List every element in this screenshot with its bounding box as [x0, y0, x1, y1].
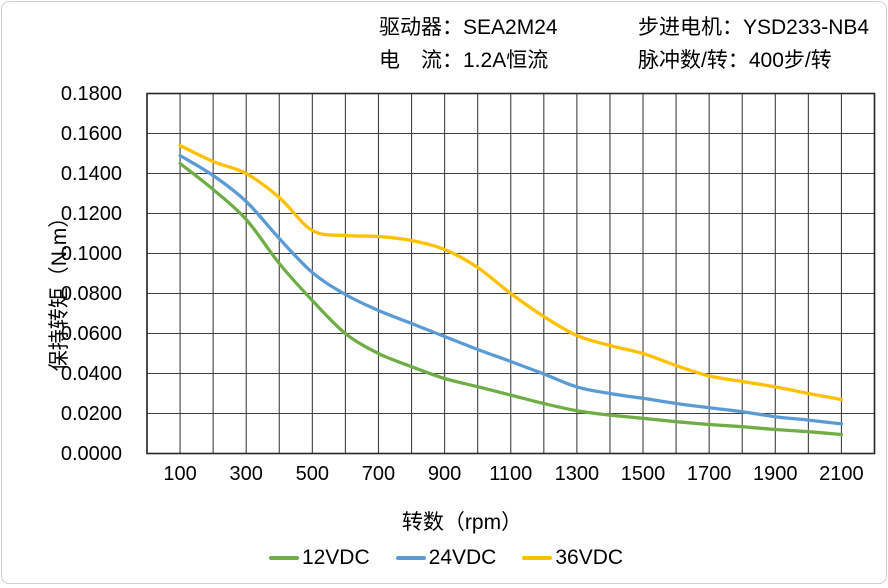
y-tick-label: 0.0400: [60, 362, 122, 385]
y-tick-label: 0.0200: [60, 402, 122, 425]
series-line-24vdc: [178, 153, 844, 426]
x-tick-label: 900: [427, 463, 462, 485]
x-tick-label: 1100: [489, 463, 533, 485]
y-tick-label: 0.1400: [60, 162, 122, 185]
legend-item-12vdc: 12VDC: [268, 546, 370, 570]
series-line-36vdc: [178, 143, 844, 402]
x-tick-label: 1700: [686, 463, 732, 485]
x-tick-label: 700: [361, 463, 396, 485]
y-tick-label: 0.1000: [60, 242, 122, 265]
legend-label: 36VDC: [555, 546, 624, 569]
legend-item-24vdc: 24VDC: [395, 546, 497, 570]
x-tick-label: 1500: [620, 463, 666, 485]
grid-lines: [146, 92, 876, 455]
x-tick-label: 300: [229, 463, 263, 485]
y-tick-label: 0.1600: [60, 122, 122, 145]
series-line-12vdc: [178, 161, 844, 437]
y-tick-label: 0.1800: [60, 82, 122, 105]
x-tick-label: 2100: [819, 463, 864, 485]
legend-swatch-24vdc: [395, 556, 426, 560]
x-tick-label: 1900: [753, 463, 798, 485]
y-axis-title: 保持转矩（N.m）: [48, 206, 71, 372]
y-tick-label: 0.1200: [60, 202, 122, 225]
y-tick-label: 0.0000: [60, 442, 122, 465]
plot-border: [146, 92, 876, 455]
legend-item-36vdc: 36VDC: [522, 546, 623, 570]
legend-swatch-36vdc: [522, 556, 553, 560]
current-info: 电 流：1.2A恒流: [379, 49, 549, 72]
legend: 12VDC 24VDC 36VDC: [2, 546, 888, 570]
driver-info: 驱动器：SEA2M24: [379, 16, 558, 39]
pulses-info: 脉冲数/转：400步/转: [638, 49, 832, 72]
legend-swatch-12vdc: [268, 556, 299, 560]
legend-label: 12VDC: [301, 546, 370, 569]
y-tick-label: 0.0600: [60, 322, 122, 345]
y-tick-label: 0.0800: [60, 282, 122, 305]
motor-info: 步进电机：YSD233-NB4: [638, 16, 870, 39]
legend-label: 24VDC: [428, 546, 497, 569]
header-left-column: 驱动器：SEA2M24 电 流：1.2A恒流: [379, 11, 558, 77]
x-tick-label: 100: [163, 463, 197, 485]
x-tick-label: 500: [295, 463, 330, 485]
header-right-column: 步进电机：YSD233-NB4 脉冲数/转：400步/转: [638, 11, 869, 77]
x-tick-label: 1300: [554, 463, 600, 485]
x-axis-title: 转数（rpm）: [401, 511, 523, 534]
